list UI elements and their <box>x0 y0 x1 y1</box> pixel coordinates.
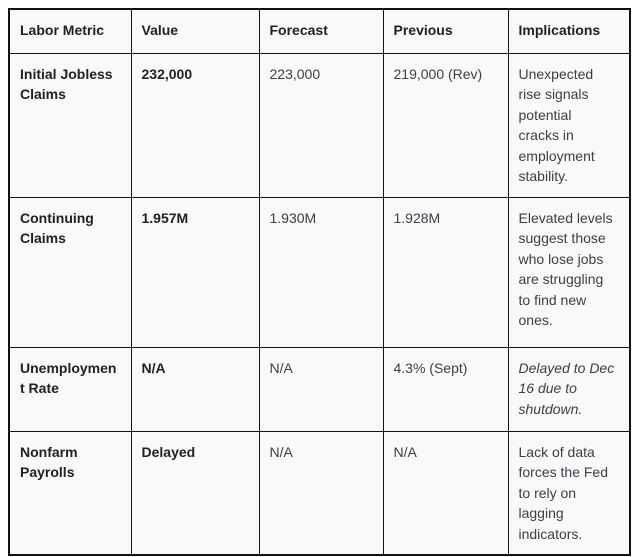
column-header-labor-metric: Labor Metric <box>8 8 132 54</box>
column-header-value: Value <box>130 8 260 54</box>
table-row-continuing-claims: Continuing Claims 1.957M 1.930M 1.928M E… <box>8 196 631 348</box>
cell-previous: 1.928M <box>382 196 509 348</box>
cell-implications: Unexpected rise signals potential cracks… <box>507 52 631 198</box>
labor-metrics-table: Labor Metric Value Forecast Previous Imp… <box>8 8 631 556</box>
cell-metric: Unemployment Rate <box>8 346 132 432</box>
cell-forecast: N/A <box>258 430 384 556</box>
column-header-previous: Previous <box>382 8 509 54</box>
table-row-nonfarm-payrolls: Nonfarm Payrolls Delayed N/A N/A Lack of… <box>8 430 631 556</box>
cell-forecast: 1.930M <box>258 196 384 348</box>
column-header-forecast: Forecast <box>258 8 384 54</box>
cell-previous: 4.3% (Sept) <box>382 346 509 432</box>
cell-implications: Delayed to Dec 16 due to shutdown. <box>507 346 631 432</box>
cell-implications: Lack of data forces the Fed to rely on l… <box>507 430 631 556</box>
column-header-implications: Implications <box>507 8 631 54</box>
cell-value: Delayed <box>130 430 260 556</box>
cell-previous: 219,000 (Rev) <box>382 52 509 198</box>
table-row-initial-jobless-claims: Initial Jobless Claims 232,000 223,000 2… <box>8 52 631 198</box>
cell-metric: Initial Jobless Claims <box>8 52 132 198</box>
cell-forecast: 223,000 <box>258 52 384 198</box>
cell-value: 1.957M <box>130 196 260 348</box>
cell-value: 232,000 <box>130 52 260 198</box>
cell-metric: Continuing Claims <box>8 196 132 348</box>
cell-metric: Nonfarm Payrolls <box>8 430 132 556</box>
cell-forecast: N/A <box>258 346 384 432</box>
cell-implications: Elevated levels suggest those who lose j… <box>507 196 631 348</box>
table-row-unemployment-rate: Unemployment Rate N/A N/A 4.3% (Sept) De… <box>8 346 631 432</box>
cell-previous: N/A <box>382 430 509 556</box>
cell-value: N/A <box>130 346 260 432</box>
table-header-row: Labor Metric Value Forecast Previous Imp… <box>8 8 631 54</box>
